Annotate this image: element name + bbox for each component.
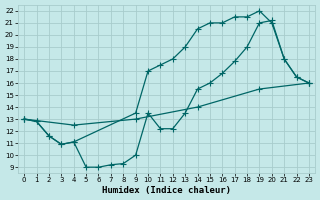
X-axis label: Humidex (Indice chaleur): Humidex (Indice chaleur) bbox=[102, 186, 231, 195]
